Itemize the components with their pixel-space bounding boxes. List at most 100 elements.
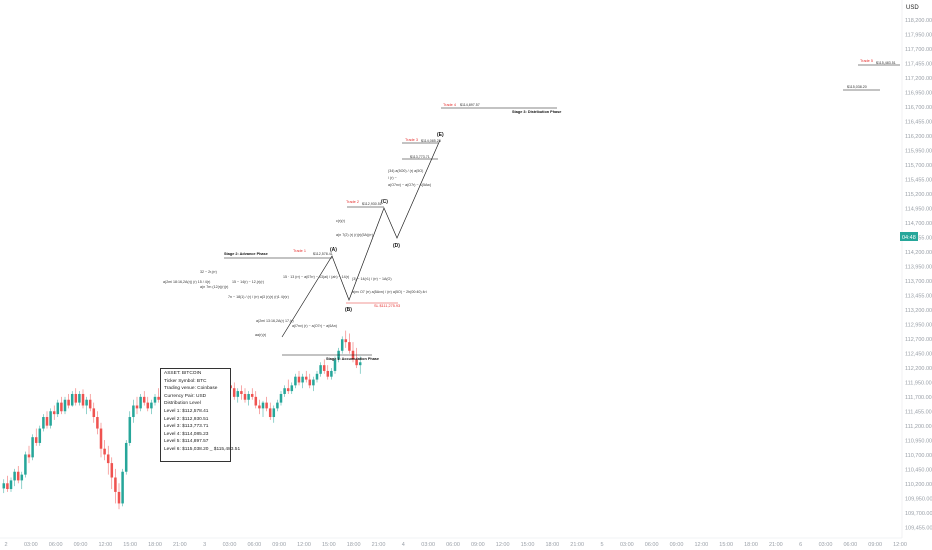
- annotation-16: aa(r)(r): [255, 333, 266, 337]
- candle-body: [42, 417, 45, 429]
- annotation-15: c(r)(r): [336, 219, 345, 223]
- candle-body: [272, 408, 276, 418]
- candle-body: [135, 405, 139, 409]
- time-axis[interactable]: 2 03:00 06:00 09:00 12:00 15:00 18:00 21:00 3 03:…: [4, 542, 906, 548]
- candle: [330, 368, 333, 380]
- price-axis[interactable]: 118,200.00 117,950.00 117,700.00 117,455.00…: [905, 18, 932, 532]
- candle-body: [286, 388, 290, 392]
- price-tick-label: 115,700.00: [905, 163, 932, 169]
- time-tick-label: 15:00: [123, 542, 137, 548]
- asset-info-box: ASSET: BITCOIN Ticker Symbol: BTC Tradin…: [160, 368, 240, 462]
- candle-body: [355, 359, 358, 366]
- candle-body: [34, 437, 38, 443]
- annotation-12: a(2mi 13:16,2A(r) 17,(r): [256, 319, 294, 323]
- candle-body: [128, 417, 132, 443]
- candle: [135, 396, 139, 415]
- candle: [240, 385, 243, 400]
- price-tick-label: 109,950.00: [905, 497, 932, 503]
- candle-body: [301, 376, 304, 383]
- price-tick-label: 117,950.00: [905, 33, 932, 39]
- candle-body: [27, 454, 31, 458]
- candle-body: [63, 399, 67, 412]
- time-tick-label: 06:00: [49, 542, 63, 548]
- candle-body: [344, 339, 348, 343]
- price-tick-label: 113,200.00: [905, 308, 932, 314]
- time-tick-label: 12:00: [98, 542, 112, 548]
- candle-body: [265, 402, 268, 409]
- annotation-4: (3) ~ 14(r1) / (rr) ~ 1A(O): [352, 277, 392, 281]
- price-tick-label: 111,455.00: [905, 410, 932, 416]
- price-tick-label: 117,700.00: [905, 47, 932, 53]
- price-tick-label: 114,950.00: [905, 207, 932, 213]
- candle: [243, 388, 247, 403]
- candle: [276, 399, 279, 412]
- price-tick-label: 112,450.00: [905, 352, 932, 358]
- annotation-2: / (r) ~: [388, 176, 397, 180]
- candle: [124, 440, 128, 475]
- candle-body: [24, 454, 27, 475]
- time-tick-label: 18:00: [744, 542, 758, 548]
- candle: [70, 391, 74, 407]
- candle-body: [52, 411, 56, 415]
- candle: [38, 425, 42, 446]
- annotation-3: a(O7nv) ~ a(O7r) ~ A(5Aw): [388, 183, 431, 187]
- wave-c-label: (C): [381, 199, 388, 205]
- candle: [106, 445, 110, 475]
- candle: [27, 445, 31, 464]
- candle-body: [99, 428, 103, 449]
- price-tick-label: 113,700.00: [905, 279, 932, 285]
- current-price-tag: 04:48: [900, 232, 918, 241]
- time-tick-label: 6: [799, 542, 802, 548]
- candle-body: [139, 396, 142, 409]
- annotation-6: 15 · 13 (rr) ~ a(07rr) ~ 13(ai) / (ah) ~…: [283, 275, 349, 279]
- candle: [99, 422, 103, 458]
- price-tick-label: 112,200.00: [905, 366, 932, 372]
- candle: [279, 391, 283, 406]
- trade-3-label: Trade 3: [405, 138, 418, 142]
- candle: [114, 468, 117, 504]
- time-tick-label: 06:00: [843, 542, 857, 548]
- trade-2-label: Trade 2: [346, 200, 359, 204]
- candle-body: [16, 471, 20, 481]
- trade-4-price: $114,897.57: [460, 103, 480, 107]
- annotations: (34) a(5O0) / (r) a(5O) / (r) ~ a(O7nv) …: [163, 169, 431, 337]
- candle-body: [243, 393, 247, 400]
- candle: [92, 402, 96, 423]
- price-tick-label: 115,455.00: [905, 178, 932, 184]
- candle: [139, 393, 142, 412]
- candle-body: [340, 339, 344, 351]
- candle: [283, 385, 286, 397]
- candle-body: [45, 417, 49, 426]
- wave-d-label: (D): [393, 243, 400, 249]
- candle: [358, 356, 362, 374]
- candle: [142, 391, 146, 406]
- candle: [117, 483, 121, 510]
- price-tick-label: 118,200.00: [905, 18, 932, 24]
- candle: [132, 399, 135, 423]
- price-tick-label: 115,200.00: [905, 192, 932, 198]
- candle: [20, 471, 24, 490]
- candle: [16, 465, 20, 484]
- candle: [312, 376, 315, 392]
- candle: [294, 373, 297, 389]
- candle-body: [276, 402, 279, 409]
- candle: [286, 379, 290, 394]
- info-line: Ticker Symbol: BTC: [164, 378, 207, 384]
- time-tick-label: 09:00: [471, 542, 485, 548]
- price-tick-label: 116,200.00: [905, 134, 932, 140]
- info-line: Distribution Level: [164, 401, 201, 407]
- candle: [67, 393, 70, 409]
- time-tick-label: 18:00: [148, 542, 162, 548]
- price-tick-label: 114,455.00: [905, 236, 932, 242]
- candle: [42, 414, 45, 432]
- annotation-1: (34) a(5O0) / (r) a(5O): [388, 169, 423, 173]
- price-tick-label: 117,200.00: [905, 76, 932, 82]
- trade-2-price: $112,930.51: [362, 202, 382, 206]
- candle-body: [247, 393, 250, 400]
- time-tick-label: 21:00: [769, 542, 783, 548]
- candle: [24, 451, 27, 478]
- info-line: ASSET: BITCOIN: [164, 371, 202, 376]
- price-tick-label: 110,700.00: [905, 453, 932, 459]
